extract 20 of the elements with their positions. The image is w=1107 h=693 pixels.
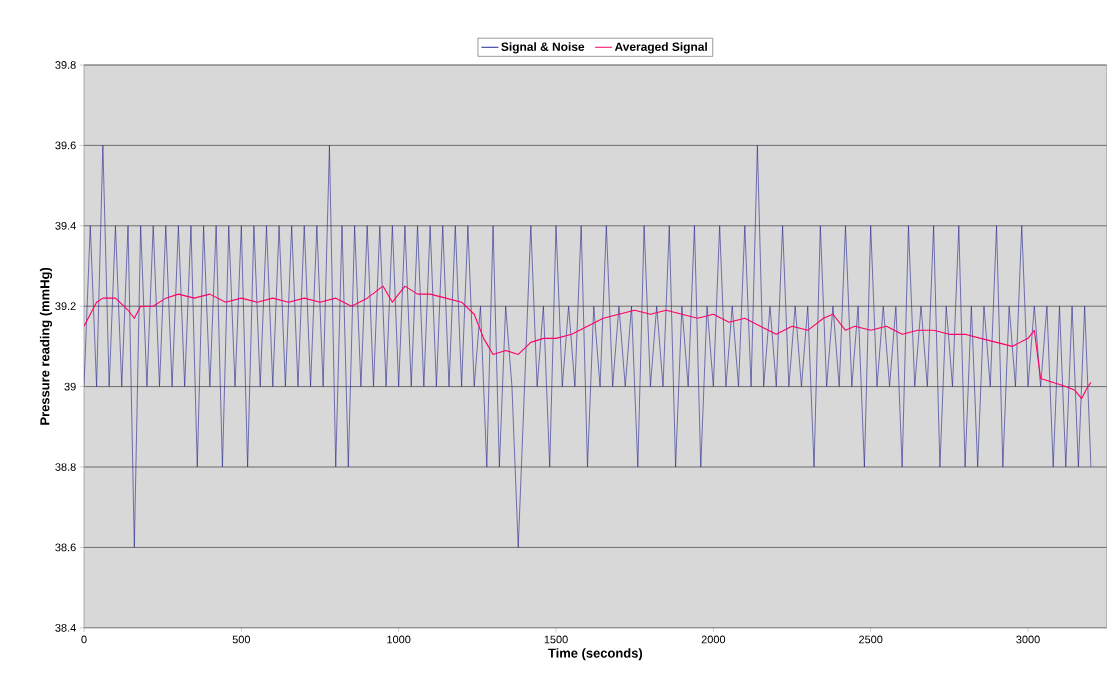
x-tick-label: 0	[81, 635, 87, 644]
x-tick-label: 1500	[544, 635, 568, 644]
legend-label: Averaged Signal	[614, 42, 707, 54]
y-tick-label: 39.4	[55, 222, 76, 230]
x-tick-label: 2000	[701, 635, 726, 644]
y-tick-label: 39.2	[55, 302, 76, 311]
y-tick-label: 39.6	[55, 141, 76, 150]
y-tick-label: 39.8	[55, 61, 76, 69]
x-tick-label: 3000	[1016, 635, 1040, 644]
y-tick-label: 38.4	[55, 624, 76, 632]
x-axis-title: Time (seconds)	[548, 648, 643, 661]
legend-label: Signal & Noise	[501, 42, 585, 54]
y-tick-label: 39	[64, 382, 76, 391]
y-axis-title: Pressure reading (mmHg)	[39, 268, 53, 425]
x-tick-label: 2500	[859, 635, 883, 644]
line-series	[83, 145, 1092, 548]
y-tick-label: 38.8	[55, 463, 76, 471]
x-tick-label: 1000	[387, 635, 411, 644]
x-tick-label: 500	[232, 635, 251, 644]
y-tick-label: 38.6	[55, 543, 76, 552]
